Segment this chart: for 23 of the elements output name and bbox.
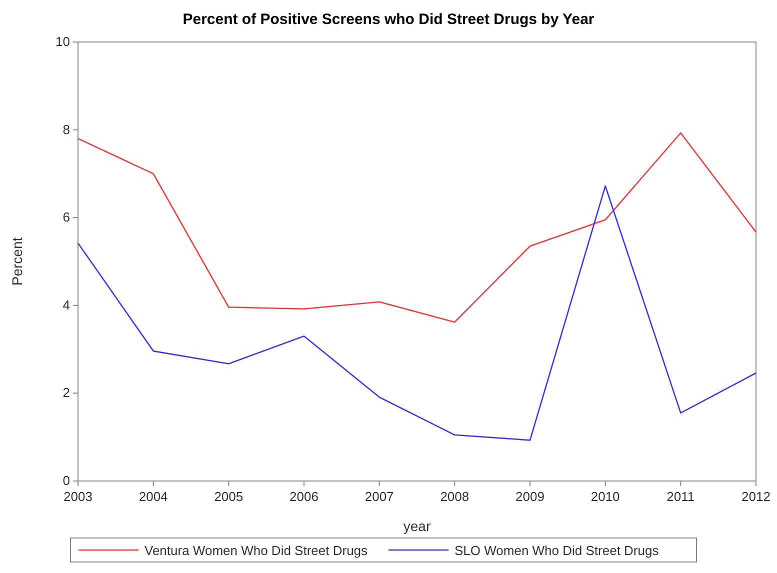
x-tick-label: 2004 [138, 489, 168, 504]
chart-title: Percent of Positive Screens who Did Street Drugs by Year [182, 11, 594, 28]
x-tick-label: 2008 [440, 489, 470, 504]
y-axis-title: Percent [9, 237, 25, 286]
y-tick-label: 8 [62, 122, 70, 137]
x-tick-label: 2006 [290, 489, 318, 504]
line-series [77, 185, 757, 441]
x-tick-label: 2010 [590, 489, 620, 504]
x-tick-label: 2011 [666, 489, 695, 504]
y-tick-label: 4 [62, 297, 70, 312]
y-tick-label: 6 [62, 210, 70, 225]
y-tick-label: 0 [62, 473, 70, 488]
x-tick-label: 2003 [64, 489, 92, 504]
x-tick-label: 2009 [516, 489, 544, 504]
x-tick-label: 2007 [364, 489, 394, 504]
x-tick-label: 2005 [214, 489, 244, 504]
y-tick-label: 2 [62, 385, 70, 400]
y-tick-label: 10 [56, 34, 70, 49]
line-series [77, 132, 757, 323]
legend-label: SLO Women Who Did Street Drugs [454, 543, 660, 558]
x-axis-title: year [403, 518, 431, 534]
x-tick-label: 2012 [742, 489, 770, 504]
legend-label: Ventura Women Who Did Street Drugs [144, 543, 368, 558]
